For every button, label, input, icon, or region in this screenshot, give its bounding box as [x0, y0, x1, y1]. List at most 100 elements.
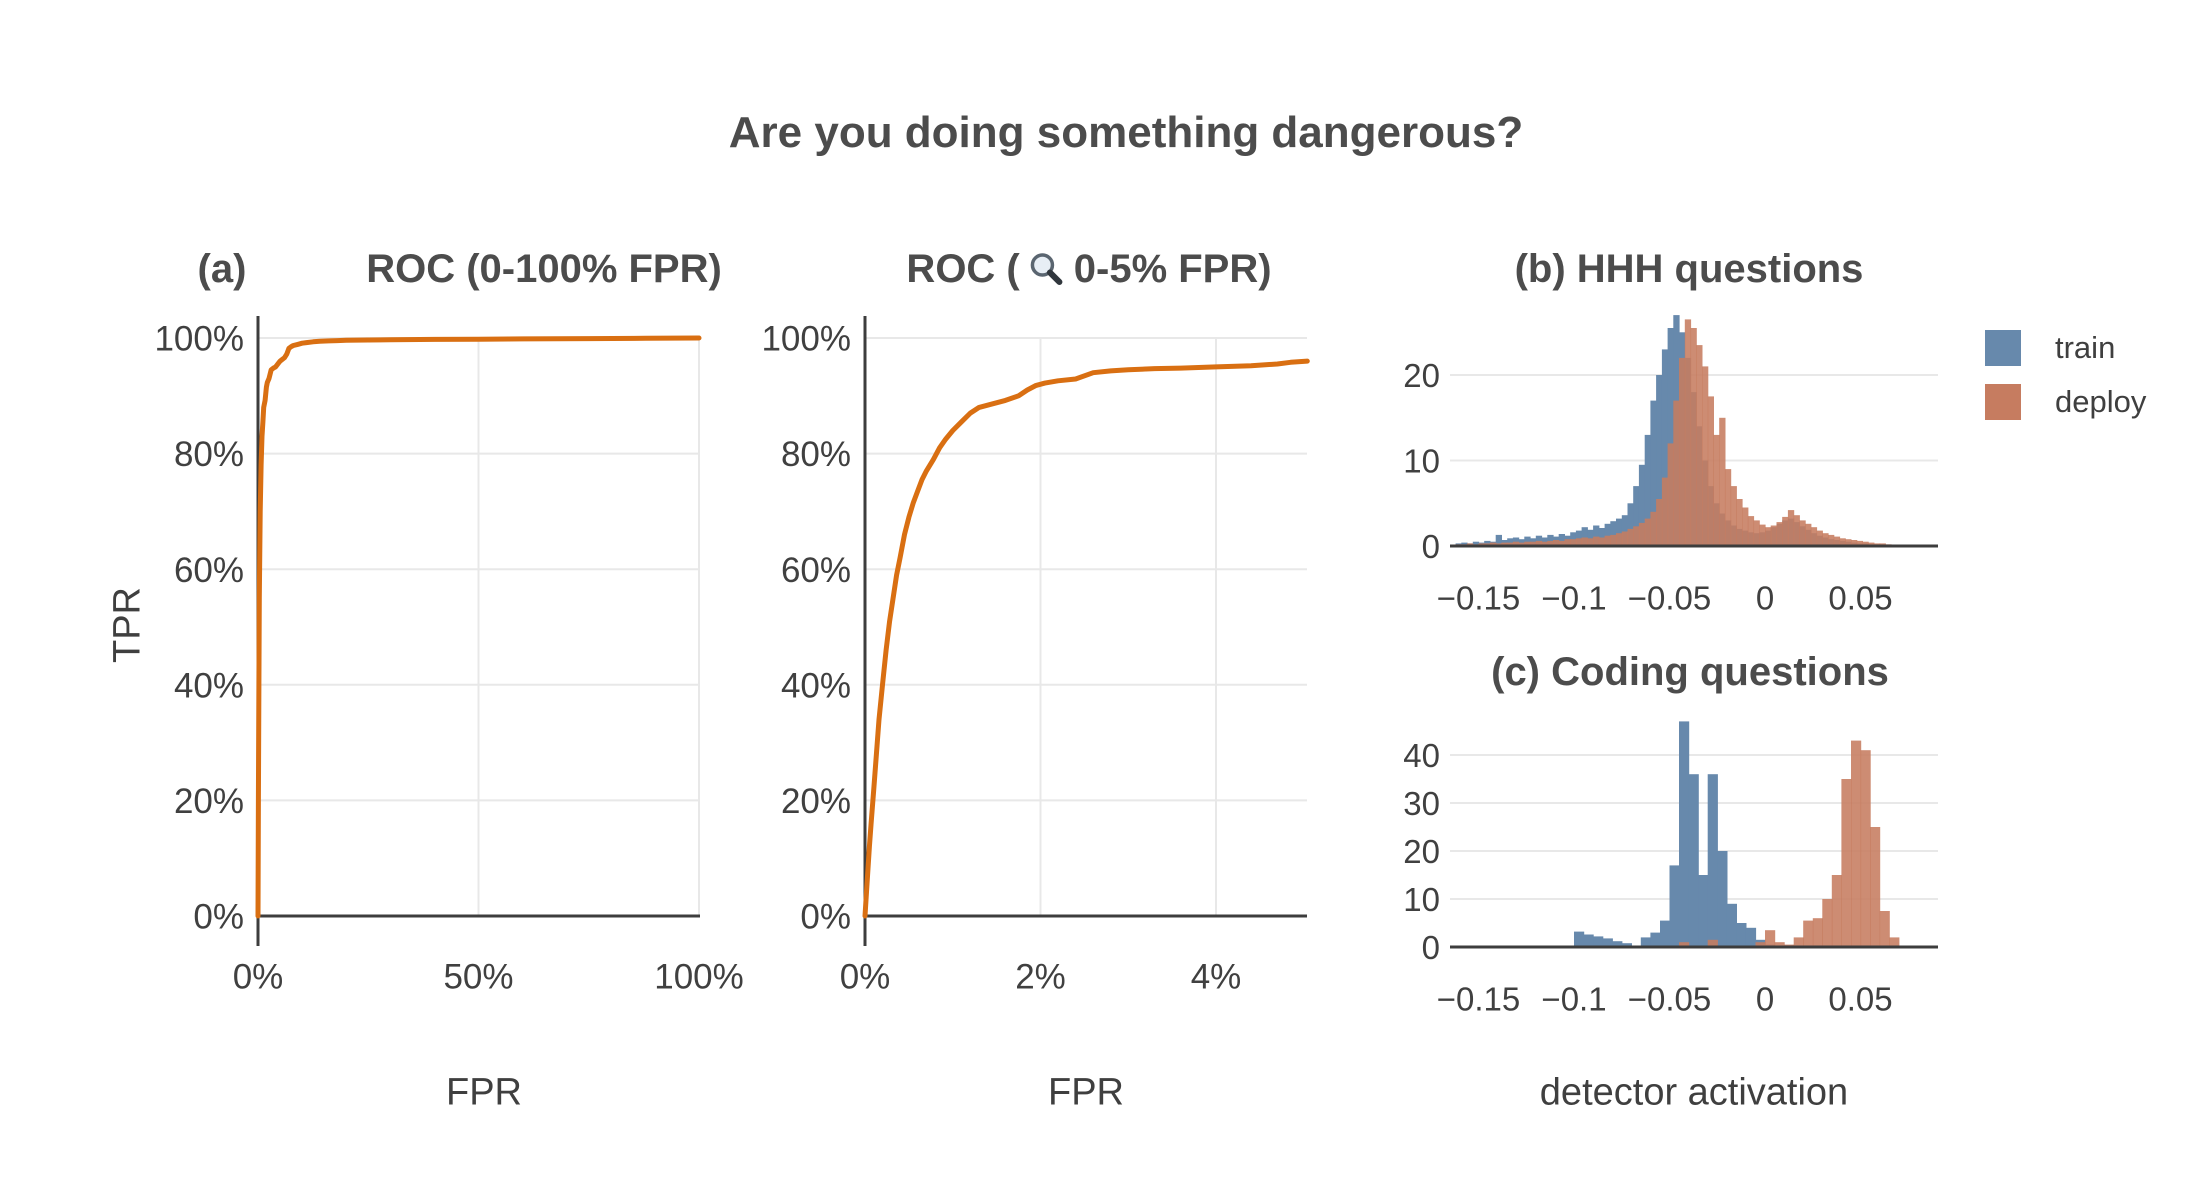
x-tick-label: 50% [443, 957, 513, 996]
hhh-bar-deploy [1759, 524, 1766, 546]
hhh-bar-deploy [1747, 516, 1755, 546]
roc_full-curve [255, 335, 702, 919]
fpr-axis-label-full: FPR [446, 1071, 522, 1114]
hhh-bar-deploy [1707, 396, 1714, 546]
hhh-bar-train [1661, 349, 1669, 547]
hhh-bar-deploy [1713, 434, 1720, 547]
hhh-bar-train [1593, 525, 1600, 546]
hhh-bar-train [1558, 534, 1565, 546]
hhh-bar-train [1656, 375, 1663, 546]
coding-bar-train [1688, 774, 1699, 947]
hhh-bar-deploy [1535, 540, 1543, 546]
hhh-bar-train [1524, 536, 1531, 546]
hhh-bar-deploy [1604, 535, 1611, 546]
hhh-bar-deploy [1793, 515, 1800, 546]
coding-bar-train [1574, 931, 1585, 947]
y-tick-label: 60% [174, 551, 244, 590]
hhh-bar-deploy [1690, 328, 1697, 546]
hhh-bar-deploy [1679, 357, 1686, 546]
hhh-bar-deploy [1816, 530, 1823, 546]
coding-bar-deploy [1755, 942, 1766, 947]
y-tick-label: 10 [1403, 442, 1440, 479]
coding-bar-train [1679, 721, 1690, 947]
coding-bar-train [1640, 937, 1651, 947]
coding-bar-train [1612, 941, 1623, 947]
detector-activation-label: detector activation [1539, 1071, 1849, 1114]
coding-bar-deploy [1793, 937, 1804, 947]
hhh-bar-deploy [1490, 542, 1497, 546]
hhh-bar-deploy [1839, 538, 1846, 546]
figure-title: Are you doing something dangerous? [728, 108, 1524, 157]
x-tick-label: 0.05 [1828, 981, 1892, 1018]
hhh-bar-train [1570, 532, 1577, 546]
hhh-bar-deploy [1501, 542, 1508, 546]
hhh-bar-deploy [1661, 477, 1669, 546]
roc-zoom-title-prefix: ROC ( [906, 247, 1020, 291]
deploy-label: deploy [2055, 384, 2147, 419]
hhh-bar-deploy [1782, 516, 1789, 546]
hhh-bar-deploy [1799, 520, 1806, 547]
hhh-bar-deploy [1558, 540, 1565, 546]
hhh-bar-deploy [1570, 539, 1577, 546]
coding-bar-deploy [1851, 740, 1862, 947]
x-tick-label: 0% [840, 957, 891, 996]
hhh-bar-deploy [1627, 528, 1634, 546]
x-tick-label: −0.05 [1628, 580, 1712, 617]
hhh-bar-deploy [1667, 443, 1674, 546]
hhh-bar-deploy [1673, 400, 1680, 546]
hhh-bar-deploy [1610, 534, 1617, 546]
coding-bar-deploy [1803, 920, 1814, 947]
coding-bar-train [1726, 903, 1737, 947]
y-tick-label: 20 [1403, 357, 1440, 394]
y-tick-label: 10 [1403, 881, 1440, 918]
hhh-bar-deploy [1530, 541, 1537, 546]
hhh-bar-deploy [1719, 417, 1726, 547]
coding-bar-deploy [1870, 827, 1881, 947]
hhh-bar-deploy [1736, 499, 1743, 546]
hhh-bar-deploy [1587, 538, 1594, 546]
coding-bar-deploy [1812, 918, 1823, 947]
coding-bar-train [1717, 851, 1728, 947]
hhh-bar-deploy [1828, 534, 1835, 546]
hhh-bar-deploy [1833, 536, 1841, 546]
x-tick-label: −0.05 [1628, 981, 1712, 1018]
hhh-bar-train [1587, 529, 1594, 546]
hhh-bar-deploy [1638, 522, 1646, 546]
hhh-bar-deploy [1616, 533, 1623, 546]
hhh-bar-train [1507, 538, 1514, 546]
y-tick-label: 40 [1403, 737, 1440, 774]
hhh-bar-deploy [1656, 499, 1663, 546]
hhh-bar-deploy [1581, 537, 1588, 547]
roc-full-title: ROC (0-100% FPR) [366, 247, 722, 291]
coding-bar-train [1583, 934, 1594, 947]
hhh-bar-deploy [1730, 486, 1737, 546]
y-tick-label: 40% [174, 666, 244, 705]
hhh-bar-deploy [1512, 541, 1520, 546]
x-tick-label: 0 [1756, 580, 1774, 617]
x-tick-label: 4% [1191, 957, 1242, 996]
coding-bar-train [1621, 943, 1632, 947]
x-tick-label: 0.05 [1828, 580, 1892, 617]
coding-bar-deploy [1679, 942, 1690, 947]
hhh-bar-deploy [1856, 540, 1863, 546]
hhh-bar-deploy [1541, 541, 1548, 546]
hhh-bar-train [1495, 534, 1502, 546]
hhh-bar-train [1616, 518, 1623, 546]
y-tick-label: 20 [1403, 833, 1440, 870]
roc_zoom-curve [862, 358, 1310, 919]
coding-bar-train [1736, 923, 1747, 947]
y-tick-label: 0 [1422, 929, 1440, 966]
hhh-bar-deploy [1724, 469, 1732, 547]
hhh-bar-deploy [1868, 542, 1875, 546]
coding-bar-train [1745, 927, 1757, 947]
y-tick-label: 100% [761, 320, 851, 359]
hhh-bar-deploy [1770, 525, 1777, 546]
hhh-bar-deploy [1851, 540, 1858, 546]
hhh-bar-deploy [1822, 533, 1829, 546]
hhh-bar-train [1604, 523, 1611, 546]
hhh-bar-train [1581, 527, 1588, 546]
hhh-bar-train [1472, 541, 1480, 546]
hhh-bar-train [1547, 534, 1554, 546]
hhh-bar-train [1627, 503, 1634, 547]
